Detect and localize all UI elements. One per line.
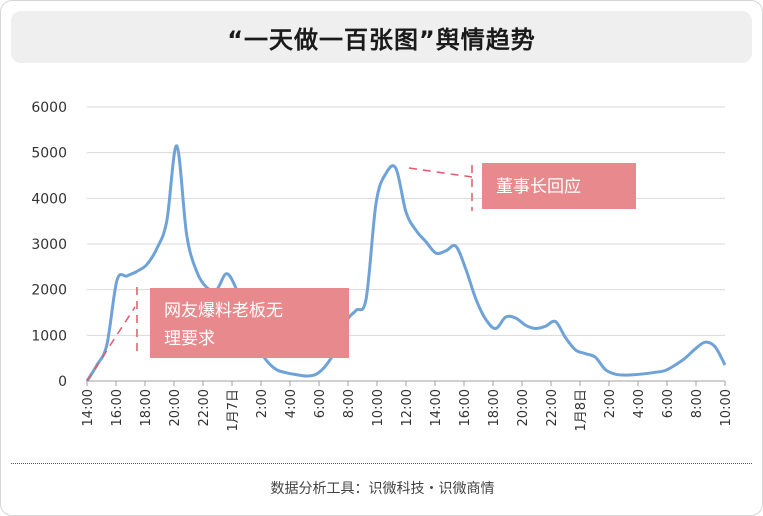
x-tick-label: 14:00: [81, 389, 96, 426]
x-tick-label: 22:00: [545, 389, 560, 426]
x-tick-label: 10:00: [719, 389, 734, 426]
x-tick-label: 16:00: [110, 389, 125, 426]
annotation-leader-1: [86, 287, 138, 382]
x-tick-label: 22:00: [197, 389, 212, 426]
footer-divider: [11, 463, 752, 464]
y-tick-label: 1000: [31, 328, 67, 344]
x-tick-label: 20:00: [516, 389, 531, 426]
x-tick-label: 4:00: [632, 389, 647, 418]
y-tick-label: 5000: [31, 146, 67, 162]
chart-title: “一天做一百张图”舆情趋势: [227, 25, 536, 54]
y-tick-label: 0: [58, 374, 67, 390]
footer-source: 数据分析工具：识微科技・识微商情: [270, 481, 495, 497]
x-tick-label: 18:00: [139, 389, 154, 426]
x-tick-label: 6:00: [313, 389, 328, 418]
annotation-text-1-line1: 网友爆料老板无: [164, 301, 283, 321]
x-tick-label: 4:00: [284, 389, 299, 418]
series-line: [85, 144, 727, 382]
y-tick-label: 2000: [31, 283, 67, 299]
x-tick-label: 20:00: [168, 389, 183, 426]
x-tick-label: 14:00: [429, 389, 444, 426]
x-tick-label: 6:00: [661, 389, 676, 418]
x-tick-label: 10:00: [371, 389, 386, 426]
x-tick-label: 12:00: [400, 389, 415, 426]
y-tick-label: 4000: [31, 191, 67, 207]
x-tick-label: 8:00: [342, 389, 357, 418]
x-tick-label: 8:00: [690, 389, 705, 418]
x-tick-label: 1月8日: [574, 389, 589, 432]
x-tick-label: 2:00: [255, 389, 270, 418]
x-tick-label: 18:00: [487, 389, 502, 426]
y-tick-label: 6000: [31, 100, 67, 116]
x-tick-label: 2:00: [603, 389, 618, 418]
annotation-box-1: [150, 288, 349, 358]
annotation-text-1-line2: 理要求: [164, 329, 215, 349]
title-bar: “一天做一百张图”舆情趋势: [11, 11, 752, 63]
annotation-box-2: [482, 163, 636, 209]
x-tick-label: 16:00: [458, 389, 473, 426]
x-tick-label: 1月7日: [226, 389, 241, 432]
annotation-leader-2: [408, 165, 473, 211]
annotation-text-2: 董事长回应: [496, 177, 581, 197]
y-tick-label: 3000: [31, 237, 67, 253]
